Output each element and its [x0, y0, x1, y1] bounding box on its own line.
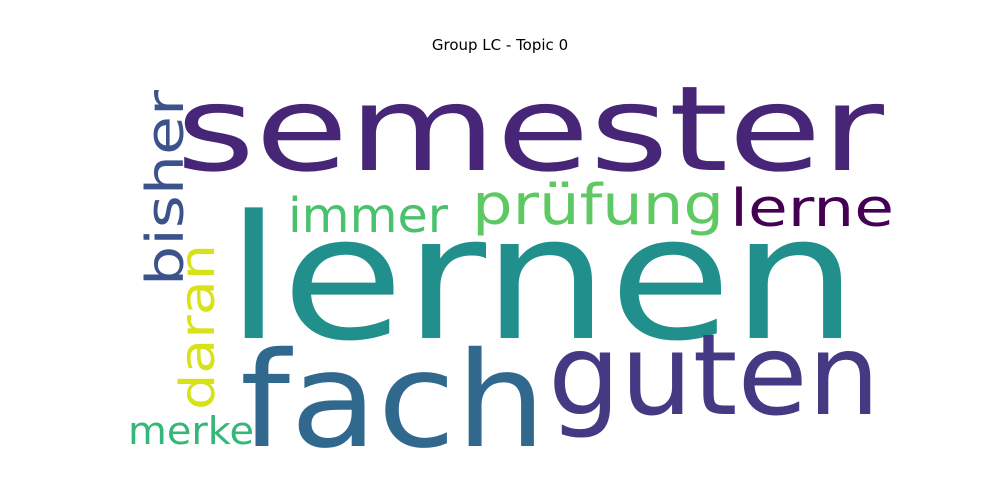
word-merke: merke: [128, 409, 254, 453]
word-lernen: lernen: [226, 178, 858, 379]
word-bisher: bisher: [136, 89, 196, 286]
word-lerne: lerne: [730, 179, 894, 239]
word-daran: daran: [170, 244, 226, 410]
word-semester: semester: [176, 60, 885, 198]
word-prufung: prüfung: [472, 173, 724, 238]
word-guten: guten: [548, 311, 880, 441]
word-immer: immer: [288, 188, 448, 244]
chart-title: Group LC - Topic 0: [431, 36, 569, 54]
word-fach: fach: [240, 324, 546, 478]
